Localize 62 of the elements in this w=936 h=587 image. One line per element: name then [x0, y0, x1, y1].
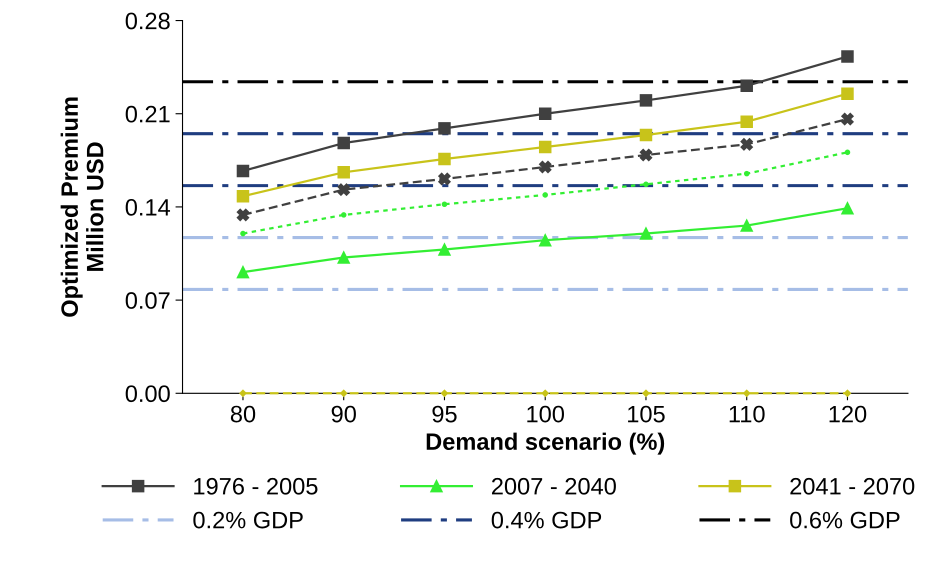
- point: [337, 183, 350, 196]
- point: [538, 107, 552, 120]
- y-tick-label: 0.14: [126, 198, 170, 216]
- legend-label: 0.4% GDP: [492, 512, 602, 528]
- point: [442, 201, 448, 208]
- point: [841, 88, 854, 100]
- x-tick-label: 100: [527, 406, 564, 422]
- x-tick-label: 120: [830, 406, 866, 422]
- y-tick-label: 0.28: [126, 12, 170, 30]
- point: [440, 390, 448, 397]
- point: [236, 190, 250, 203]
- x-tick-label: 80: [230, 406, 256, 422]
- legend-label: 0.6% GDP: [790, 512, 900, 528]
- legend-label: 2007 - 2040: [492, 478, 616, 495]
- point: [841, 202, 854, 214]
- point: [239, 390, 247, 397]
- point: [640, 148, 652, 162]
- point: [642, 390, 650, 397]
- x-axis-title: Demand scenario (%): [426, 432, 664, 455]
- point: [538, 234, 552, 246]
- x-tick-label: 90: [332, 406, 356, 422]
- y-tick-label: 0.21: [126, 106, 170, 123]
- point: [337, 166, 350, 179]
- point: [740, 219, 753, 232]
- point: [340, 390, 348, 397]
- legend-label: 2041 - 2070: [790, 478, 914, 495]
- x-tick-label: 95: [432, 406, 457, 422]
- point: [841, 50, 854, 63]
- point: [643, 182, 649, 188]
- point: [438, 243, 451, 256]
- point: [740, 138, 753, 151]
- legend-label: 0.2% GDP: [193, 512, 303, 528]
- point: [740, 115, 753, 128]
- point: [640, 128, 652, 142]
- point: [340, 212, 346, 218]
- point: [236, 266, 250, 278]
- x-tick-label: 105: [628, 406, 665, 422]
- point: [844, 150, 850, 156]
- y-tick-label: 0.00: [126, 385, 170, 402]
- point: [542, 192, 548, 198]
- point: [640, 94, 652, 107]
- point: [538, 160, 552, 174]
- point: [538, 140, 552, 154]
- point: [438, 122, 451, 135]
- point: [640, 227, 652, 240]
- point: [841, 112, 854, 126]
- point: [740, 80, 753, 92]
- point: [240, 230, 246, 236]
- point: [844, 390, 852, 397]
- point: [438, 172, 451, 186]
- x-tick-label: 110: [730, 406, 765, 422]
- y-axis-title: Optimized Premium Million USD: [60, 98, 104, 317]
- point: [743, 390, 750, 397]
- point: [236, 208, 250, 222]
- point: [337, 136, 350, 150]
- point: [337, 251, 350, 264]
- point: [236, 164, 250, 178]
- legend-label: 1976 - 2005: [194, 478, 318, 495]
- point: [744, 170, 750, 176]
- point: [438, 152, 451, 166]
- y-tick-label: 0.07: [126, 292, 170, 309]
- point: [542, 390, 549, 397]
